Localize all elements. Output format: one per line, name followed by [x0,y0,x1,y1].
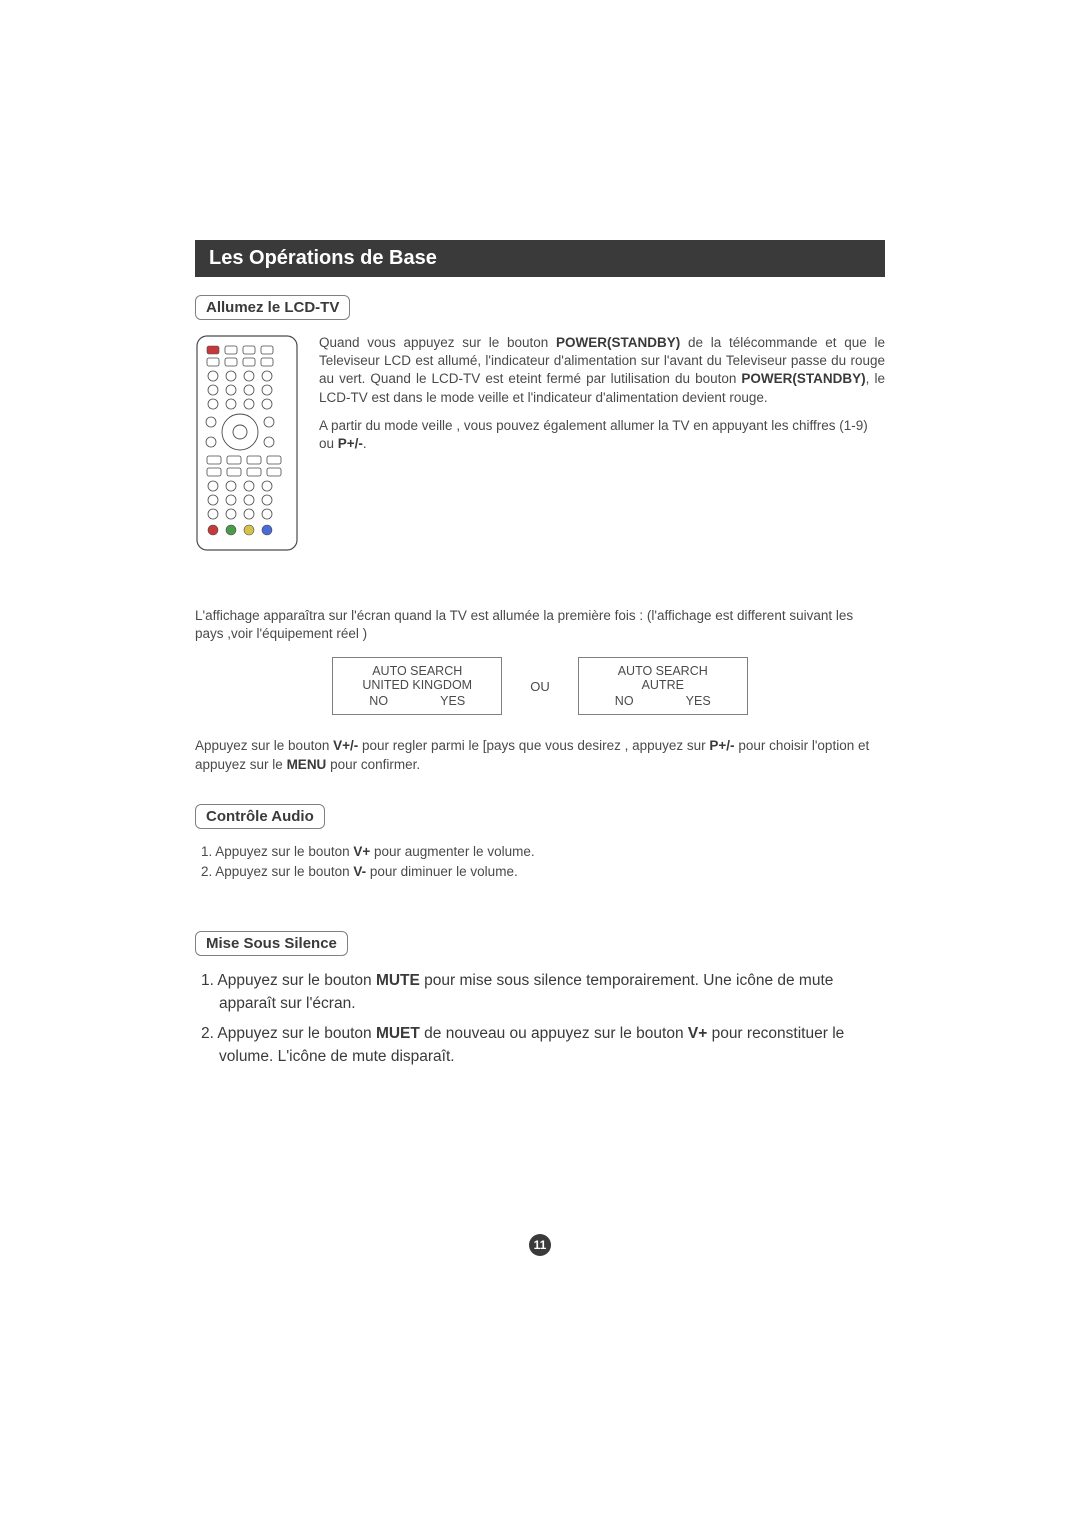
kw-menu: MENU [287,757,327,772]
t: . [363,436,367,451]
power-p1: Quand vous appuyez sur le bouton POWER(S… [319,334,885,407]
t: pour augmenter le volume. [370,844,534,859]
power-p3: L'affichage apparaîtra sur l'écran quand… [195,607,885,643]
osd1-no: NO [369,694,388,708]
power-p4: Appuyez sur le bouton V+/- pour regler p… [195,737,885,773]
section-mute: Mise Sous Silence 1. Appuyez sur le bout… [195,931,885,1068]
heading-power: Allumez le LCD-TV [195,295,350,320]
kw-muet: MUET [376,1025,420,1042]
t: 1. Appuyez sur le bouton [201,844,353,859]
t: Quand vous appuyez sur le bouton [319,335,556,350]
page-number-badge: 11 [529,1234,551,1256]
kw-vplusminus: V+/- [333,738,358,753]
t: Appuyez sur le bouton [195,738,333,753]
audio-line1: 1. Appuyez sur le bouton V+ pour augment… [201,843,885,861]
page-title: Les Opérations de Base [195,240,885,277]
osd1-yes: YES [440,694,465,708]
t: pour regler parmi le [pays que vous desi… [358,738,709,753]
audio-line2: 2. Appuyez sur le bouton V- pour diminue… [201,863,885,881]
t: A partir du mode veille , vous pouvez ég… [319,418,868,451]
t: 2. Appuyez sur le bouton [201,1025,376,1042]
osd2-line1: AUTO SEARCH [589,664,737,678]
heading-mute: Mise Sous Silence [195,931,348,956]
osd-box-1: AUTO SEARCH UNITED KINGDOM NO YES [332,657,502,715]
t: pour diminuer le volume. [366,864,518,879]
mute-line2: 2. Appuyez sur le bouton MUET de nouveau… [201,1023,885,1068]
osd-box-2: AUTO SEARCH AUTRE NO YES [578,657,748,715]
power-intro-text: Quand vous appuyez sur le bouton POWER(S… [319,334,885,557]
kw-mute: MUTE [376,972,420,989]
osd2-no: NO [615,694,634,708]
section-power: Allumez le LCD-TV [195,295,885,774]
mute-line1: 1. Appuyez sur le bouton MUTE pour mise … [201,970,885,1015]
remote-and-intro: Quand vous appuyez sur le bouton POWER(S… [195,334,885,557]
osd1-line2: UNITED KINGDOM [343,678,491,692]
kw-vplus: V+ [353,844,370,859]
t: de nouveau ou appuyez sur le bouton [420,1025,688,1042]
power-p2: A partir du mode veille , vous pouvez ég… [319,417,885,453]
kw-pplusminus2: P+/- [709,738,734,753]
osd1-line1: AUTO SEARCH [343,664,491,678]
t: pour confirmer. [326,757,420,772]
manual-page: Les Opérations de Base Allumez le LCD-TV [195,240,885,1076]
kw-power1: POWER(STANDBY) [556,335,680,350]
heading-audio: Contrôle Audio [195,804,325,829]
remote-icon [195,334,299,552]
kw-pplusminus: P+/- [338,436,363,451]
section-audio: Contrôle Audio 1. Appuyez sur le bouton … [195,804,885,881]
remote-illustration [195,334,299,557]
t: 2. Appuyez sur le bouton [201,864,353,879]
kw-vminus: V- [353,864,366,879]
t: 1. Appuyez sur le bouton [201,972,376,989]
osd-row: AUTO SEARCH UNITED KINGDOM NO YES OU AUT… [195,657,885,715]
kw-power2: POWER(STANDBY) [741,371,865,386]
osd2-line2: AUTRE [589,678,737,692]
kw-vplus2: V+ [688,1025,707,1042]
osd-separator: OU [530,679,550,694]
osd2-yes: YES [686,694,711,708]
